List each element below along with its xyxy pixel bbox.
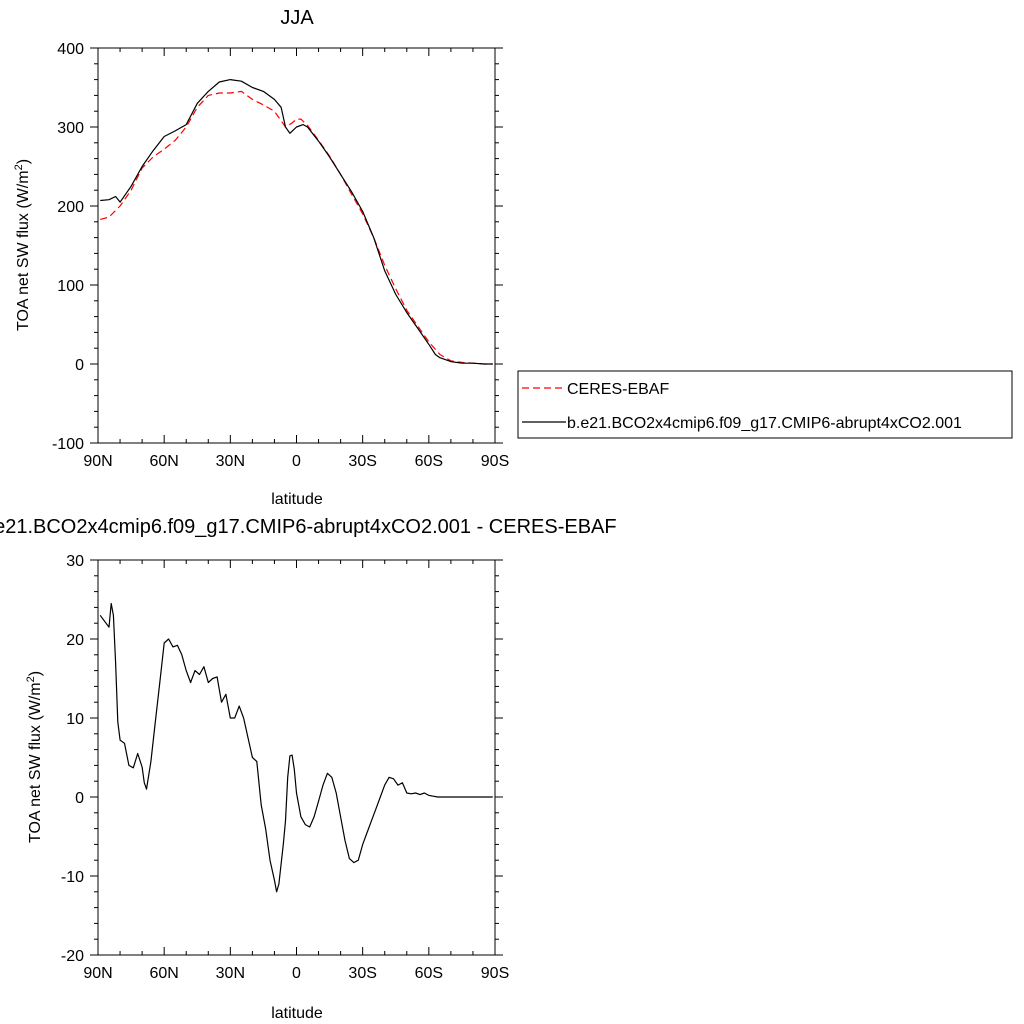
x-tick-label: 30N [216, 453, 245, 470]
y-tick-label: 400 [57, 41, 84, 58]
series-line-ceres-ebaf [100, 90, 493, 365]
x-tick-label: 60S [415, 965, 443, 982]
x-tick-label: 90S [481, 453, 509, 470]
x-axis-label: latitude [271, 491, 323, 508]
x-tick-label: 30S [348, 453, 376, 470]
y-tick-label: -10 [61, 869, 84, 886]
x-tick-label: 60N [149, 965, 178, 982]
x-ticks: 90N 60N 30N 0 30S 60S 90S [83, 560, 509, 982]
y-tick-label: -100 [52, 436, 84, 453]
y-tick-label: 30 [66, 553, 84, 570]
y-axis-label: TOA net SW flux (W/m2) [25, 671, 44, 843]
series-layer [99, 602, 493, 893]
x-axis-label: latitude [271, 1005, 323, 1022]
chart-title-difference: b.e21.BCO2x4cmip6.f09_g17.CMIP6-abrupt4x… [0, 516, 617, 538]
x-tick-label: 0 [292, 453, 301, 470]
series-layer [100, 79, 493, 365]
y-tick-label: 200 [57, 199, 84, 216]
legend: CERES-EBAF b.e21.BCO2x4cmip6.f09_g17.CMI… [517, 370, 1013, 439]
y-ticks: 400 300 200 100 0 -100 [52, 41, 503, 453]
series-line-difference [99, 602, 493, 893]
panel-top: JJA 90N 60N 30N 0 30S 60S 90S 400 300 200 100 0 -10… [13, 7, 509, 508]
x-tick-label: 90S [481, 965, 509, 982]
x-tick-label: 0 [292, 965, 301, 982]
series-line-b-e21-bco2x4cmip6-f09-g17-cmip6-abrupt4xco2-001 [100, 79, 493, 365]
y-tick-label: -20 [61, 948, 84, 965]
y-axis-label: TOA net SW flux (W/m2) [13, 159, 32, 331]
x-tick-label: 60S [415, 453, 443, 470]
y-tick-label: 10 [66, 711, 84, 728]
y-tick-label: 20 [66, 632, 84, 649]
y-tick-label: 0 [75, 357, 84, 374]
legend-entry-ceres: CERES-EBAF [567, 381, 669, 398]
panel-bottom: b.e21.BCO2x4cmip6.f09_g17.CMIP6-abrupt4x… [0, 516, 617, 1022]
legend-entry-model: b.e21.BCO2x4cmip6.f09_g17.CMIP6-abrupt4x… [567, 415, 962, 432]
y-tick-label: 0 [75, 790, 84, 807]
plot-frame [97, 47, 496, 444]
x-tick-label: 90N [83, 453, 112, 470]
y-tick-label: 100 [57, 278, 84, 295]
x-tick-label: 30S [348, 965, 376, 982]
x-ticks: 90N 60N 30N 0 30S 60S 90S [83, 48, 509, 470]
y-tick-label: 300 [57, 120, 84, 137]
plot-frame [97, 559, 496, 956]
x-tick-label: 90N [83, 965, 112, 982]
chart-title: JJA [280, 7, 314, 29]
x-tick-label: 60N [149, 453, 178, 470]
x-tick-label: 30N [216, 965, 245, 982]
legend-frame [517, 370, 1013, 439]
y-ticks: 30 20 10 0 -10 -20 [61, 553, 503, 965]
